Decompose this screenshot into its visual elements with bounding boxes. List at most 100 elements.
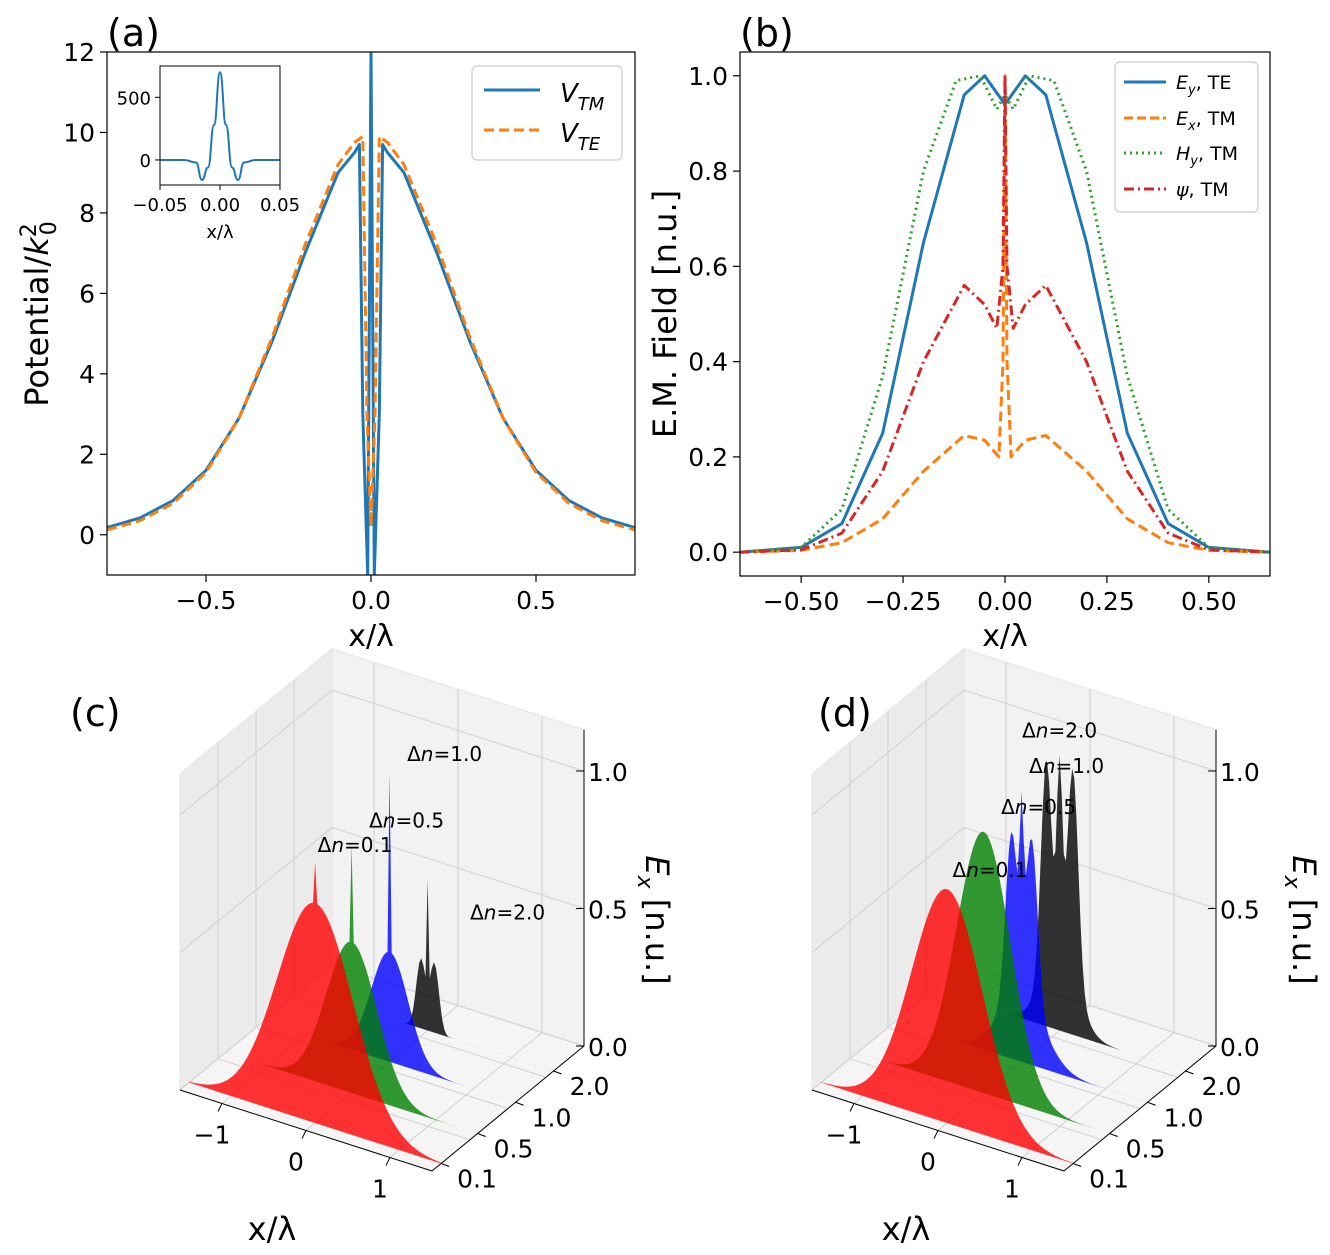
surface-Δn=0.5 [225, 845, 478, 1134]
surface-label: Δn=0.5 [369, 809, 444, 833]
x-tick-label: −0.5 [176, 586, 237, 615]
legend-label-ey-te: Ey, TE [1176, 72, 1231, 98]
panel-c-label: (c) [70, 691, 121, 735]
panel-a-y-ticks: 0 2 4 6 8 10 12 [63, 38, 107, 550]
y-tick-label: 4 [79, 360, 95, 389]
series-line-1 [740, 74, 1270, 554]
panel-d-x-axis-label: x/λ [882, 1210, 931, 1248]
inset-x-tick-label: −0.05 [132, 195, 187, 216]
panel-b-x-axis-label: x/λ [982, 619, 1028, 654]
3d-depth-tick-label: 0.5 [494, 1135, 534, 1164]
panel-c-z-axis-label: Ex [n.u.] [632, 855, 676, 984]
3d-z-tick-label: 1.0 [588, 758, 628, 787]
x-tick-label: 0.0 [351, 586, 391, 615]
surface-label: Δn=1.0 [1029, 754, 1104, 778]
surface-Δn=2.0 [933, 755, 1186, 1071]
y-tick-label: 0.0 [688, 538, 728, 567]
3d-depth-tick-mark [477, 1133, 486, 1137]
panel-b-x-ticks: −0.50 −0.25 0.00 0.25 0.50 [763, 576, 1237, 616]
surface-label: Δn=0.5 [1001, 795, 1076, 819]
3d-z-tick-label: 0.0 [1220, 1033, 1260, 1062]
3d-x-tick-label: −1 [194, 1121, 231, 1150]
3d-depth-tick-label: 2.0 [1202, 1072, 1242, 1101]
y-tick-label: 12 [63, 38, 95, 67]
surface-label: Δn=0.1 [953, 858, 1028, 882]
inset-plot-area [160, 71, 280, 181]
inset-ticks: −0.05 0.00 0.05 500 0 [117, 88, 300, 216]
panel-b-legend-box [1114, 61, 1259, 213]
x-tick-label: 0.00 [977, 587, 1033, 616]
3d-depth-tick-mark [553, 1070, 562, 1075]
3d-depth-tick-label: 0.5 [1126, 1135, 1166, 1164]
panel-c-ticks: −101 0.10.51.02.00.00.51.0 [179, 729, 628, 1204]
surface-Δn=0.1 [189, 861, 442, 1164]
3d-depth-axis [431, 1045, 585, 1172]
panel-b: (b) −0.50 −0.25 0.00 0.25 0.50 0.00.20.40.60… [646, 11, 1271, 654]
panel-a-x-axis-label: x/λ [348, 619, 394, 654]
panel-b-legend: Ey, TE Ex, TM Hy, TM ψ, TM [1114, 61, 1259, 213]
y-tick-label: 1.0 [688, 62, 728, 91]
3d-depth-tick-label: 2.0 [570, 1072, 610, 1101]
surface-label: Δn=1.0 [407, 742, 482, 766]
y-tick-label: 0.8 [688, 157, 728, 186]
3d-depth-tick-mark [1147, 1101, 1156, 1106]
y-tick-label: 2 [79, 440, 95, 469]
3d-x-tick-label: −1 [826, 1121, 863, 1150]
x-tick-label: 0.5 [516, 586, 556, 615]
inset-x-axis-label: x/λ [206, 222, 234, 243]
3d-grid-line [179, 689, 585, 816]
3d-depth-tick-label: 0.1 [457, 1165, 497, 1194]
legend-label-hy-tm: Hy, TM [1176, 143, 1238, 169]
panel-b-y-ticks: 0.0 0.2 0.4 0.6 0.8 1.0 [688, 62, 740, 567]
panel-d: (d) Δn=2.0 Δn=1.0 Δn=0.5 Δn=0.1 −1 0 1 0.10.5 1… [810, 647, 1323, 1248]
3d-x-tick-label: 1 [372, 1175, 388, 1204]
legend-label-psi-tm: ψ, TM [1176, 179, 1229, 201]
y-tick-label: 8 [79, 199, 95, 228]
3d-x-tick-mark [301, 1130, 307, 1139]
3d-depth-tick-mark [440, 1163, 450, 1167]
panel-a-label: (a) [107, 11, 160, 55]
panel-d-ticks: −101 0.10.51.02.00.00.51.0 [811, 729, 1260, 1204]
panel-a-legend: VTM VTE [471, 65, 623, 161]
3d-depth-tick-label: 0.1 [1089, 1165, 1129, 1194]
3d-z-tick-label: 0.0 [588, 1033, 628, 1062]
3d-x-tick-label: 0 [288, 1148, 304, 1177]
inset-y-tick-label: 500 [117, 88, 151, 109]
3d-depth-tick-mark [1185, 1070, 1194, 1075]
surface-label: Δn=2.0 [1022, 719, 1097, 743]
y-tick-label: 0.2 [688, 443, 728, 472]
panel-d-z-axis-label: Ex [n.u.] [1279, 855, 1323, 984]
3d-grid-line [811, 826, 1217, 953]
x-tick-label: −0.25 [865, 587, 942, 616]
3d-x-tick-mark [933, 1130, 939, 1139]
inset-x-tick-label: 0.00 [200, 195, 240, 216]
3d-depth-tick-label: 1.0 [1164, 1103, 1204, 1132]
panel-d-surfaces: Δn=2.0 Δn=1.0 Δn=0.5 Δn=0.1 [821, 719, 1186, 1164]
panel-c: (c) Δn=2.0 Δn=1.0 Δn=0.5Δn=0.1 −1 0 1 0.10.5 1… [70, 647, 676, 1248]
3d-x-tick-mark [849, 1103, 855, 1112]
panel-d-label: (d) [818, 691, 872, 735]
inset-x-tick-label: 0.05 [260, 195, 300, 216]
panel-b-plot-area [740, 74, 1270, 554]
surface-label: Δn=0.1 [318, 833, 393, 857]
3d-x-tick-mark [1017, 1157, 1023, 1166]
series-line-3 [740, 74, 1270, 554]
y-tick-label: 0.4 [688, 348, 728, 377]
x-tick-label: −0.50 [763, 587, 840, 616]
3d-x-tick-label: 1 [1004, 1175, 1020, 1204]
y-tick-label: 10 [63, 118, 95, 147]
3d-x-tick-label: 0 [920, 1148, 936, 1177]
legend-label-v-te: VTE [560, 119, 601, 155]
panel-a-inset: −0.05 0.00 0.05 500 0 x/λ [117, 65, 300, 243]
y-tick-label: 0 [79, 521, 95, 550]
series-line-1 [107, 135, 635, 532]
panel-b-y-axis-label: E.M. Field [n.u.] [646, 190, 684, 438]
y-tick-label: 6 [79, 279, 95, 308]
panel-b-label: (b) [740, 11, 794, 55]
series-line-2 [740, 74, 1270, 554]
legend-label-ex-tm: Ex, TM [1176, 108, 1236, 134]
panel-a: (a) −0.5 0.0 0.5 0 2 4 6 8 10 12 x/λ Potential/k… [17, 11, 636, 654]
y-tick-label: 0.6 [688, 252, 728, 281]
surface-label: Δn=2.0 [470, 900, 545, 924]
3d-x-axis [179, 1089, 433, 1172]
